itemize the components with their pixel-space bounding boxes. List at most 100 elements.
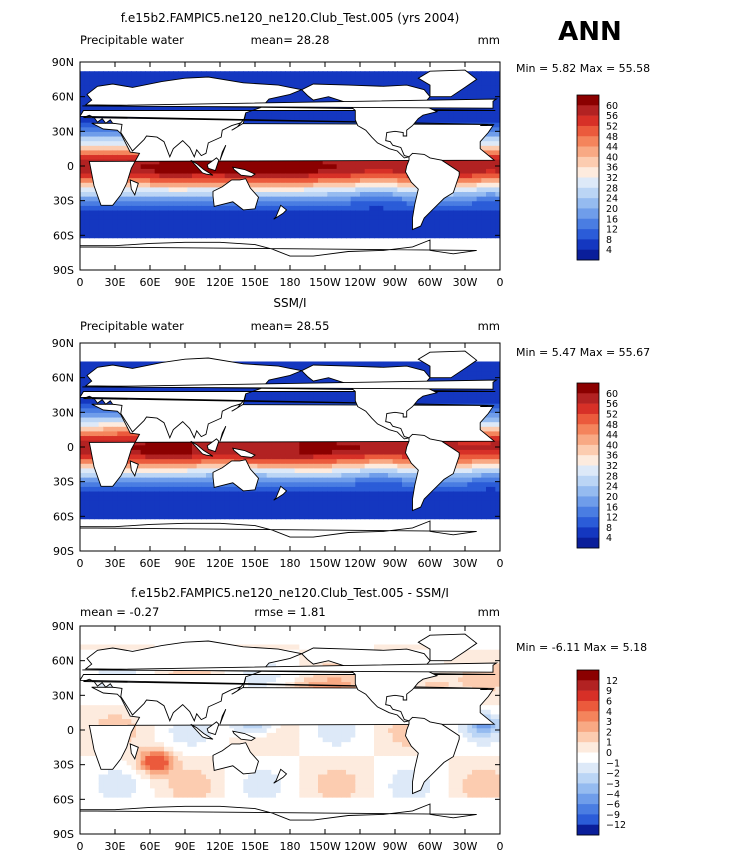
coastline [231, 677, 247, 695]
x-tick-label: 180 [280, 276, 301, 289]
x-tick-label: 0 [497, 840, 504, 853]
panel-center-label: rmse = 1.81 [254, 605, 325, 619]
coastline [129, 179, 139, 196]
coastline [80, 239, 477, 270]
coastline [129, 743, 139, 760]
colorbar-label: 3 [606, 717, 612, 728]
panel-left-label: Precipitable water [80, 319, 184, 333]
coastline [82, 379, 499, 390]
x-tick-label: 120W [344, 840, 376, 853]
coastline [405, 433, 460, 512]
panel-units: mm [478, 319, 500, 333]
colorbar-swatch [577, 455, 599, 466]
y-tick-label: 60S [53, 229, 74, 242]
colorbar-swatch [577, 517, 599, 528]
colorbar-label: 16 [606, 502, 618, 513]
x-tick-label: 90W [383, 276, 408, 289]
y-tick-label: 90N [52, 337, 74, 350]
y-tick-label: 0 [67, 160, 74, 173]
x-tick-label: 120W [344, 276, 376, 289]
y-tick-label: 30S [53, 476, 74, 489]
y-tick-label: 0 [67, 441, 74, 454]
colorbar-swatch [577, 793, 599, 805]
coastline [231, 166, 256, 177]
colorbar-swatch [577, 721, 599, 733]
colorbar-label: −1 [606, 758, 620, 769]
colorbar-swatch [577, 249, 599, 261]
panel-title: f.e15b2.FAMPIC5.ne120_ne120.Club_Test.00… [131, 586, 449, 600]
colorbar-swatch [577, 804, 599, 815]
x-tick-label: 30E [105, 840, 126, 853]
colorbar-swatch [577, 537, 599, 549]
colorbar-label: −3 [606, 779, 620, 790]
colorbar-frame [576, 94, 600, 261]
colorbar-label: 44 [606, 430, 618, 441]
colorbar-swatch [577, 229, 599, 240]
coastline [231, 394, 247, 412]
coastline [82, 662, 499, 673]
colorbar-swatch [577, 413, 599, 425]
colorbar-swatch [577, 208, 599, 220]
x-tick-label: 0 [497, 557, 504, 570]
colorbar-label: 28 [606, 471, 618, 482]
x-tick-label: 180 [280, 840, 301, 853]
x-tick-label: 180 [280, 557, 301, 570]
x-tick-label: 60E [140, 557, 161, 570]
y-tick-label: 30S [53, 759, 74, 772]
x-tick-label: 30W [453, 276, 478, 289]
y-tick-label: 30N [52, 689, 74, 702]
colorbar-swatch [577, 115, 599, 127]
coastline [231, 447, 256, 458]
y-tick-label: 60N [52, 372, 74, 385]
x-tick-label: 150W [309, 276, 341, 289]
colorbar-swatch [577, 690, 599, 702]
land-layer [80, 350, 499, 551]
colorbar-swatch [577, 731, 599, 743]
colorbar-swatch [577, 475, 599, 487]
panel-title: SSM/I [273, 296, 306, 310]
colorbar-swatch [577, 146, 599, 158]
panel-minmax: Min = 5.82 Max = 55.58 [516, 62, 650, 75]
colorbar-label: 4 [606, 533, 612, 544]
colorbar-swatch [577, 393, 599, 404]
x-tick-label: 30E [105, 276, 126, 289]
x-tick-label: 150E [241, 840, 269, 853]
x-tick-label: 150W [309, 840, 341, 853]
field-layer [80, 69, 500, 270]
x-tick-label: 60W [418, 840, 443, 853]
coastline [273, 768, 288, 784]
y-tick-label: 60S [53, 793, 74, 806]
panel-minmax: Min = -6.11 Max = 5.18 [516, 641, 647, 654]
colorbar-label: 56 [606, 399, 618, 410]
x-tick-label: 90E [175, 840, 196, 853]
x-tick-label: 0 [497, 276, 504, 289]
colorbar-label: 32 [606, 461, 618, 472]
coastline [206, 157, 220, 172]
colorbar-swatch [577, 444, 599, 456]
coastline [129, 460, 139, 477]
colorbar-swatch [577, 156, 599, 168]
colorbar-frame [576, 382, 600, 549]
coastline [273, 485, 288, 501]
colorbar-label: 24 [606, 194, 618, 205]
coastline [417, 69, 478, 98]
colorbar-label: 32 [606, 173, 618, 184]
colorbar-swatch [577, 700, 599, 712]
colorbar-label: 16 [606, 214, 618, 225]
colorbar-swatch [577, 680, 599, 691]
colorbar-swatch [577, 824, 599, 836]
colorbar-label: 12 [606, 225, 618, 236]
panel-title: f.e15b2.FAMPIC5.ne120_ne120.Club_Test.00… [121, 11, 460, 25]
coastline [212, 742, 260, 775]
x-tick-label: 90W [383, 840, 408, 853]
x-tick-label: 120W [344, 557, 376, 570]
x-tick-label: 150E [241, 276, 269, 289]
coastline [231, 730, 256, 741]
colorbar-label: 8 [606, 523, 612, 534]
x-tick-label: 150W [309, 557, 341, 570]
colorbar-swatch [577, 218, 599, 230]
